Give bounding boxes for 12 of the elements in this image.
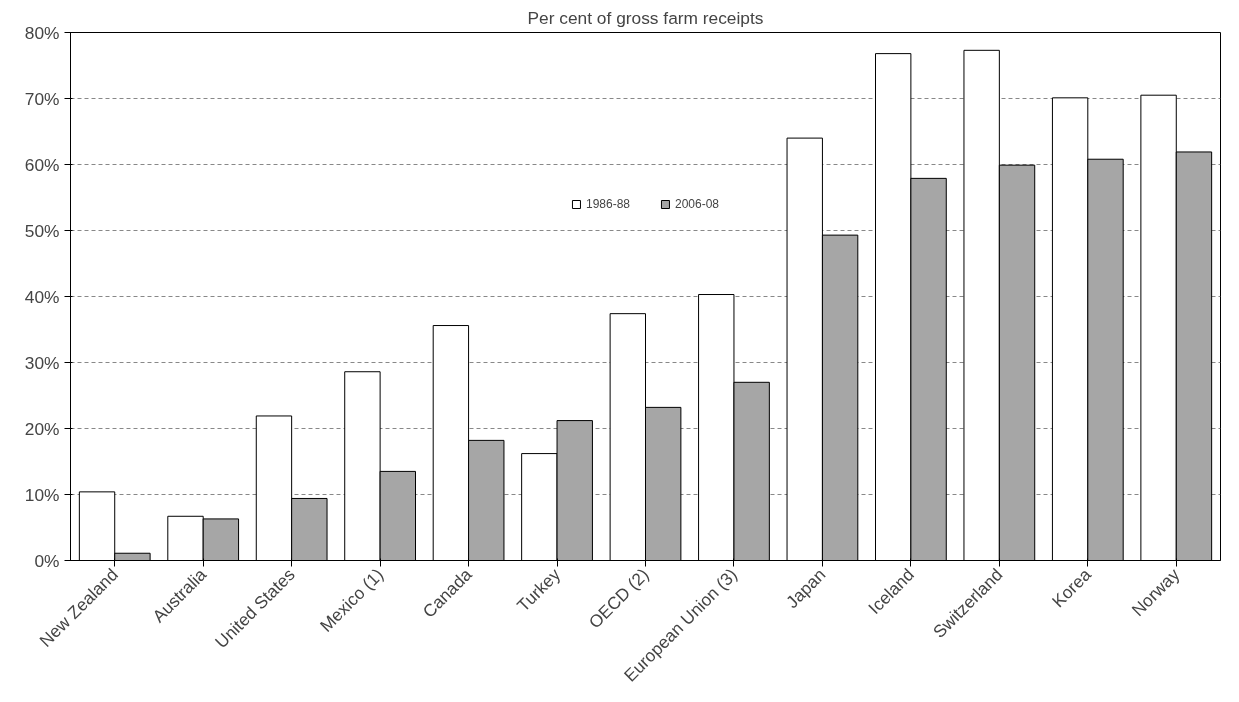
y-tick-label: 0%: [34, 550, 60, 571]
chart-title: Per cent of gross farm receipts: [527, 7, 764, 28]
y-tick-label: 20%: [24, 418, 60, 439]
y-tick-label: 40%: [24, 286, 60, 307]
legend-label: 2006-08: [675, 197, 720, 211]
y-tick-label: 30%: [24, 352, 60, 373]
y-tick-label: 70%: [24, 88, 60, 109]
y-tick-label: 60%: [24, 154, 60, 175]
y-tick-label: 80%: [24, 22, 60, 43]
y-tick-label: 50%: [24, 220, 60, 241]
legend-label: 1986-88: [585, 197, 630, 211]
y-tick-label: 10%: [24, 484, 60, 505]
